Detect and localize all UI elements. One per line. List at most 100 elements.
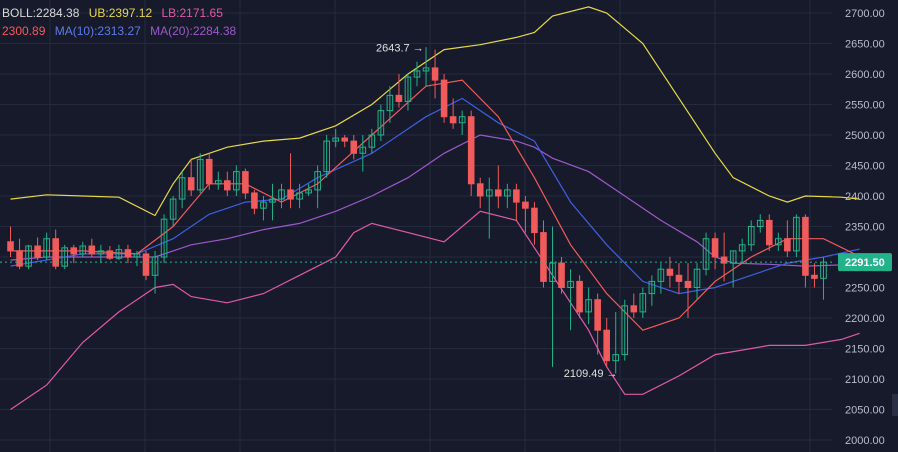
candle-body [684,280,692,288]
candle-body [386,94,394,112]
scroll-handle-icon[interactable] [892,394,898,416]
candle-body [476,183,484,197]
candle-body [784,238,791,252]
candle-body [341,137,349,142]
indicator-legend-ma: 2300.89 MA(10):2313.27 MA(20):2284.38 [2,24,242,38]
y-tick-label: 2350.00 [845,222,885,234]
candle-body [630,305,638,313]
candle-body [522,201,529,209]
y-tick-label: 2100.00 [845,374,885,386]
candle-body [287,189,294,200]
candle-body [404,76,412,102]
candle-body [458,116,466,124]
candle-body [802,216,809,276]
ma20-line [10,134,860,267]
candle-body [260,201,267,209]
y-tick-label: 2600.00 [845,69,885,81]
candle-body [675,274,683,282]
ma20-value: MA(20):2284.38 [150,24,237,38]
candle-body [88,245,96,255]
candle-body [431,67,439,81]
candle-body [25,245,32,267]
candle-body [729,250,737,264]
indicator-legend-boll: BOLL:2284.38 UB:2397.12 LB:2171.65 [2,6,229,20]
high-annotation: 2643.7 → [376,42,424,54]
candle-body [278,189,285,200]
candle-body [296,192,303,200]
candle-body [666,268,674,276]
candle-body [621,305,629,356]
candle-body [97,250,105,255]
y-tick-label: 2550.00 [845,100,885,112]
candle-body [7,241,14,252]
candle-body [467,116,475,185]
candle-body [702,238,710,270]
candle-body [368,134,376,148]
candle-body [196,158,204,191]
candle-body [720,256,728,264]
candle-body [738,244,746,252]
candle-body [142,253,150,276]
current-price-tag [838,253,892,272]
candle-body [377,110,385,136]
candle-body [612,354,620,362]
candle-body [567,280,574,288]
candle-body [224,180,231,191]
y-tick-label: 2000.00 [845,435,885,447]
candle-body [79,245,87,255]
boll-upper-value: UB:2397.12 [88,6,153,20]
candle-body [603,329,610,362]
candle-body [513,189,520,203]
candle-body [440,79,448,118]
candle-body [395,94,403,102]
y-tick-label: 2650.00 [845,39,885,51]
candle-body [711,238,719,258]
y-tick-label: 2150.00 [845,344,885,356]
boll-lower-value: LB:2171.65 [161,6,223,20]
candle-body [16,250,23,267]
candle-body [558,262,565,289]
candle-body [585,299,592,313]
candle-body [413,70,421,78]
candle-body [639,293,647,313]
low-annotation: 2109.49 → [564,368,618,380]
candle-body [233,171,240,191]
ma5-line [10,79,860,331]
candle-body [323,140,330,173]
candle-body [242,171,249,194]
current-price-label: 2291.50 [845,257,885,269]
candle-body [115,249,123,259]
y-tick-label: 2250.00 [845,283,885,295]
candle-body [494,189,502,197]
ma10-value: MA(10):2313.27 [54,24,141,38]
y-tick-label: 2500.00 [845,130,885,142]
candle-body [269,198,276,203]
candle-body [34,245,41,258]
candle-body [504,189,511,197]
ma5-value: 2300.89 [2,24,46,38]
candle-body [251,192,258,209]
candle-body [693,268,701,289]
candle-body [52,238,59,267]
candle-body [160,218,168,258]
candle-body [811,274,818,279]
candle-body [765,219,773,246]
candle-body [350,140,358,154]
candle-body [214,180,222,185]
candle-body [187,177,195,191]
candle-body [775,238,782,246]
candle-body [205,158,213,185]
candle-body [648,280,656,295]
candle-body [422,67,430,72]
candle-body [549,262,556,282]
y-tick-label: 2200.00 [845,313,885,325]
candle-body [594,299,601,331]
y-tick-label: 2050.00 [845,405,885,417]
candle-body [305,189,312,194]
candle-body [747,226,755,246]
candle-body [449,116,457,124]
candle-body [756,219,764,227]
candle-body [531,207,538,234]
candle-body [314,171,321,191]
